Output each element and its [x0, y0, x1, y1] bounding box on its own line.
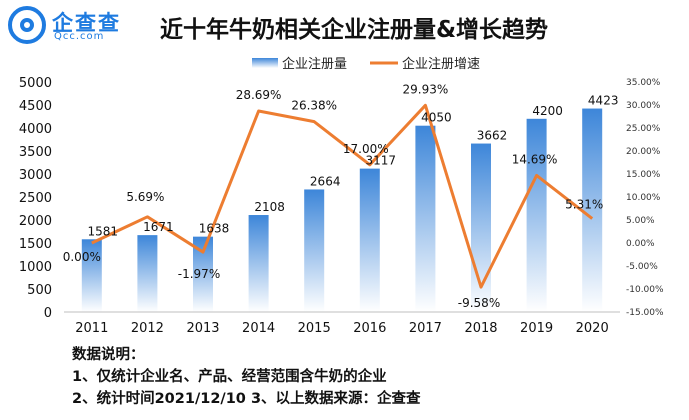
bar-2019 — [526, 118, 547, 312]
bar-2012 — [137, 235, 158, 312]
x-tick-label: 2012 — [131, 321, 164, 336]
bar-value-label: 4050 — [421, 111, 452, 125]
y-right-tick-label: 25.00% — [626, 124, 661, 134]
legend-bar-label: 企业注册量 — [282, 56, 347, 72]
y-right-tick-label: -15.00% — [626, 308, 664, 318]
y-right-tick-label: 15.00% — [626, 170, 661, 180]
x-tick-label: 2020 — [576, 321, 609, 336]
line-value-label: 0.00% — [63, 250, 101, 264]
bar-2011 — [81, 239, 102, 312]
y-left-tick-label: 1500 — [19, 237, 52, 252]
y-left-tick-label: 5000 — [19, 76, 52, 91]
y-left-tick-label: 3500 — [19, 145, 52, 160]
bar-2017 — [415, 125, 436, 312]
brand-name: 企查查 — [52, 11, 121, 35]
bar-2016 — [359, 168, 380, 312]
y-right-tick-label: 0.00% — [626, 239, 655, 249]
y-right-tick-label: 30.00% — [626, 101, 661, 111]
x-tick-label: 2015 — [298, 321, 331, 336]
y-right-tick-label: -10.00% — [626, 285, 664, 295]
x-tick-label: 2016 — [353, 321, 386, 336]
y-right-tick-label: 20.00% — [626, 147, 661, 157]
bar-2015 — [304, 189, 325, 312]
y-left-tick-label: 2500 — [19, 191, 52, 206]
x-tick-label: 2018 — [464, 321, 497, 336]
line-value-label: 5.31% — [565, 198, 603, 212]
y-left-tick-label: 4000 — [19, 122, 52, 137]
growth-line — [91, 103, 594, 289]
line-value-label: 5.69% — [126, 190, 164, 204]
chart-title: 近十年牛奶相关企业注册量&增长趋势 — [160, 17, 549, 43]
x-tick-label: 2019 — [520, 321, 553, 336]
y-right-tick-label: -5.00% — [626, 262, 658, 272]
bar-value-label: 4423 — [588, 94, 619, 108]
y-right-tick-label: 35.00% — [626, 78, 661, 88]
line-value-label: 26.38% — [291, 99, 337, 113]
brand-url: Qcc.com — [54, 31, 105, 42]
bar-value-label: 3662 — [477, 129, 508, 143]
bar-2020 — [582, 108, 603, 313]
bar-value-label: 2664 — [310, 174, 341, 188]
x-tick-label: 2011 — [75, 321, 108, 336]
y-left-tick-label: 500 — [27, 283, 52, 298]
bar-2013 — [193, 236, 213, 312]
bar-value-label: 1671 — [143, 220, 174, 234]
y-left-tick-label: 4500 — [19, 99, 52, 114]
line-value-label: 17.00% — [343, 142, 389, 156]
legend-line-label: 企业注册增速 — [402, 56, 480, 72]
bar-value-label: 2108 — [254, 200, 285, 214]
notes-line-2: 2、统计时间2021/12/10 3、以上数据来源：企查查 — [72, 391, 421, 407]
line-value-label: 28.69% — [236, 88, 282, 102]
data-notes: 数据说明： 1、仅统计企业名、产品、经营范围含牛奶的企业 2、统计时间2021/… — [72, 344, 421, 410]
x-tick-label: 2017 — [409, 321, 442, 336]
brand: 企查查 Qcc.com — [8, 6, 128, 46]
line-value-label: 29.93% — [403, 82, 449, 96]
notes-heading: 数据说明： — [72, 347, 145, 363]
bar-value-label: 3117 — [366, 154, 397, 168]
y-right-tick-label: 5.00% — [626, 216, 655, 226]
y-left-tick-label: 1000 — [19, 260, 52, 275]
bar-value-label: 1638 — [199, 222, 230, 236]
y-right-tick-label: 10.00% — [626, 193, 661, 203]
y-left-tick-label: 2000 — [19, 214, 52, 229]
legend-bar-swatch — [252, 58, 278, 68]
y-left-tick-label: 0 — [44, 306, 52, 321]
bar-value-label: 1581 — [88, 224, 119, 238]
qcc-logo-icon — [8, 6, 46, 44]
notes-line-1: 1、仅统计企业名、产品、经营范围含牛奶的企业 — [72, 369, 387, 385]
y-left-tick-label: 3000 — [19, 168, 52, 183]
bar-value-label: 4200 — [532, 104, 563, 118]
line-value-label: 14.69% — [512, 152, 558, 166]
x-tick-label: 2014 — [242, 321, 275, 336]
line-value-label: -9.58% — [458, 296, 500, 310]
x-tick-label: 2013 — [186, 321, 219, 336]
line-value-label: -1.97% — [178, 267, 220, 281]
bar-2014 — [248, 215, 269, 312]
